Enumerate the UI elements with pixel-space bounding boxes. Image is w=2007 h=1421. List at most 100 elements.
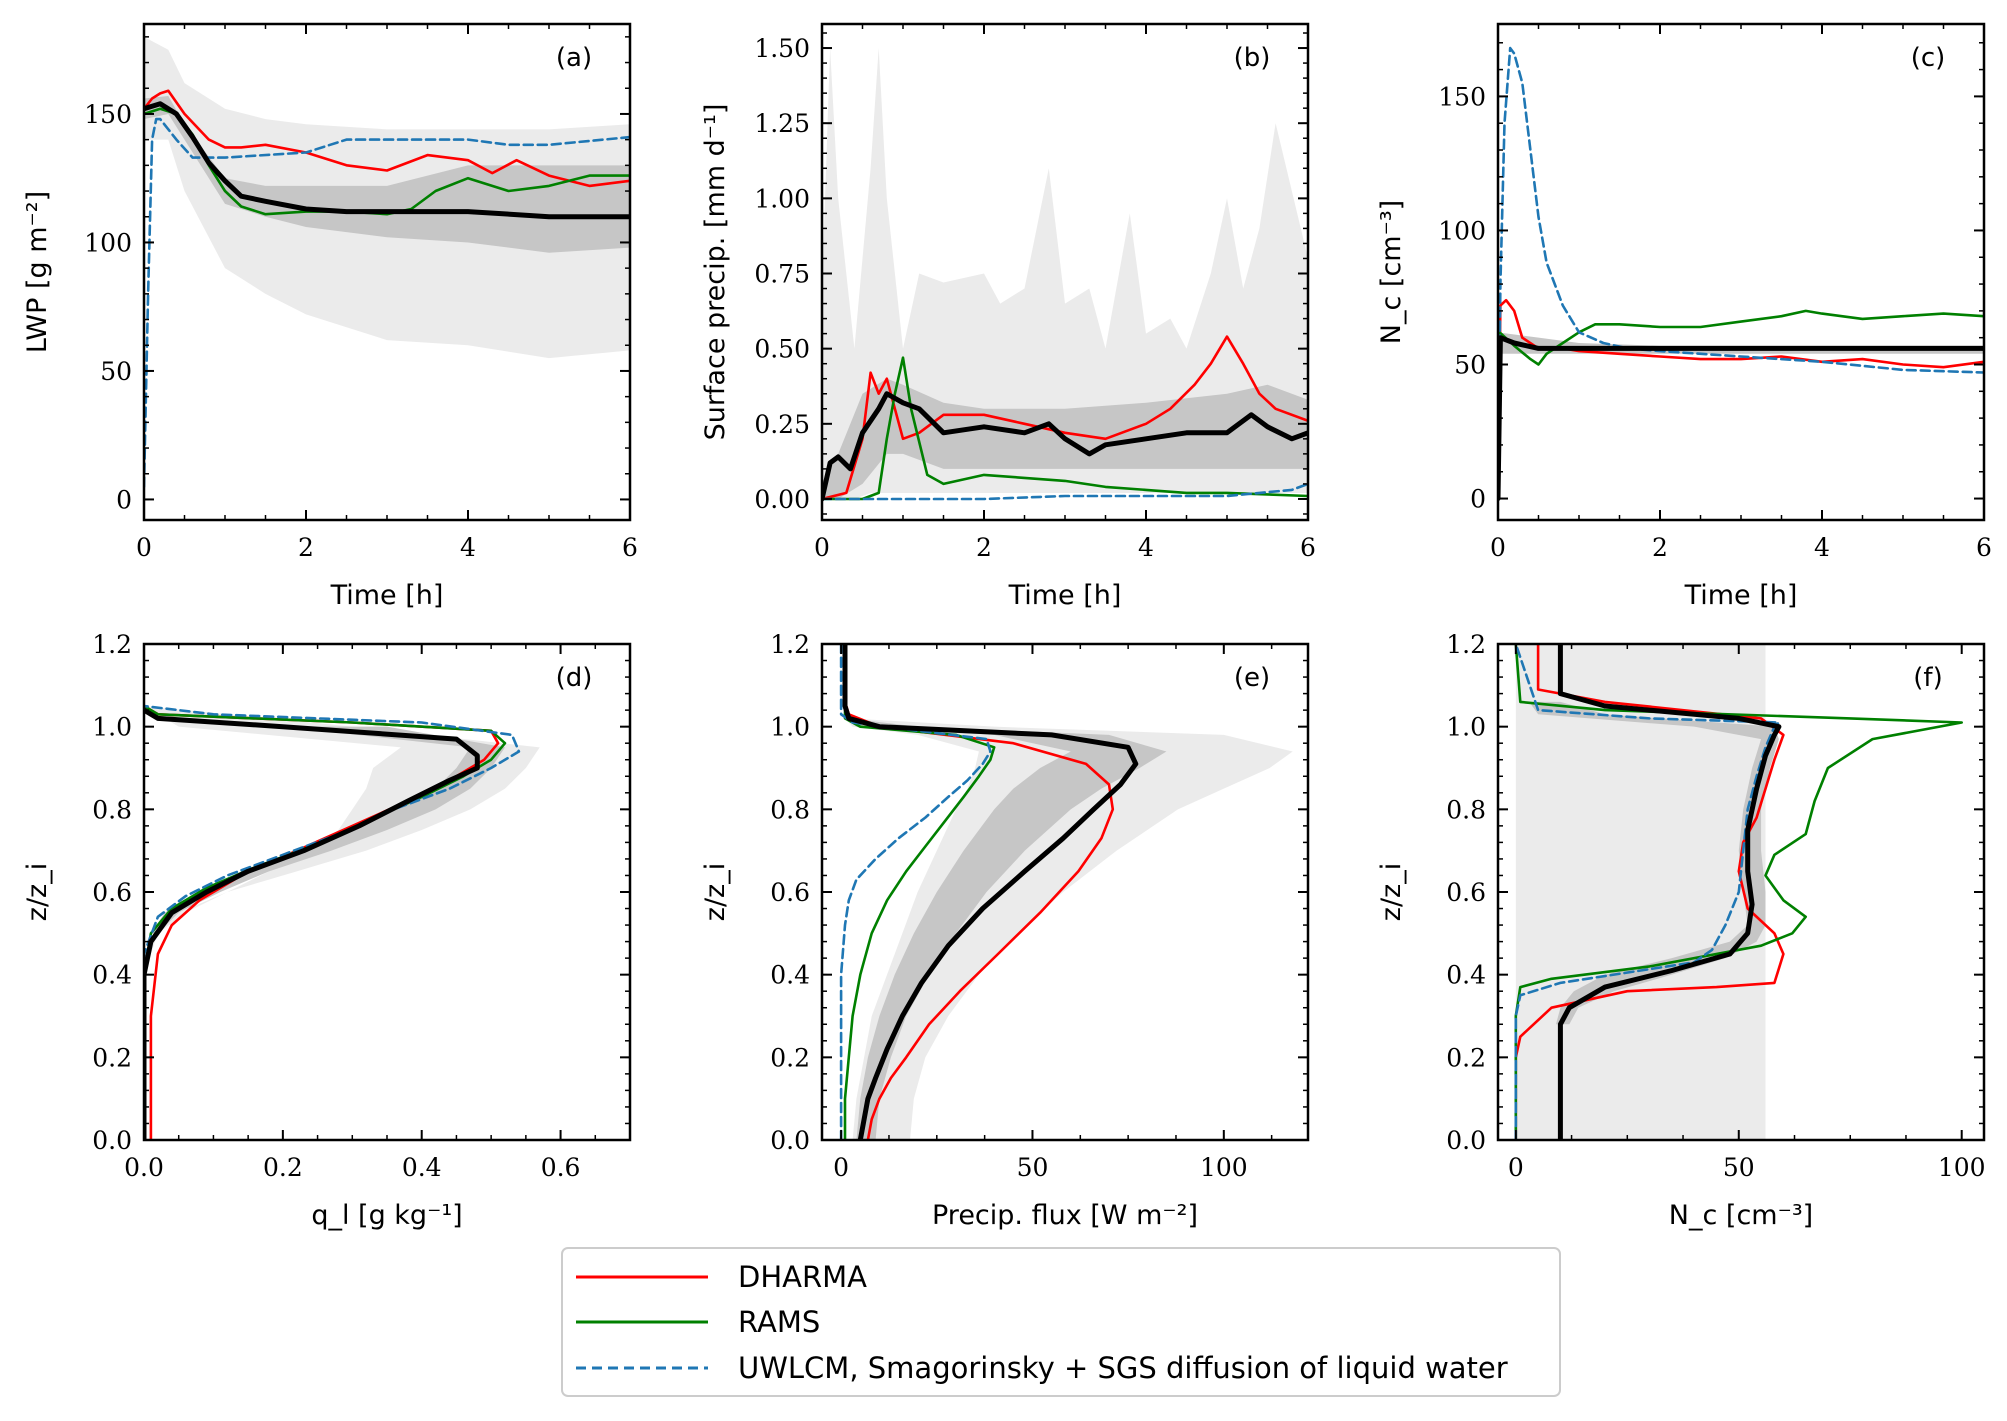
y-tick-label-a: 150 bbox=[84, 100, 132, 129]
x-tick-label-d: 0.0 bbox=[124, 1153, 164, 1182]
panel-label-a: (a) bbox=[556, 43, 592, 73]
y-tick-label-e: 1.2 bbox=[770, 630, 810, 659]
panel-f: 0 50 100 0.0 0.2 0.4 0.6 0.8 1.0 1.2 (f) N_c [cm⁻³]… bbox=[1376, 630, 1986, 1231]
x-tick-label-a: 2 bbox=[298, 533, 314, 562]
x-tick-label-b: 2 bbox=[976, 533, 992, 562]
y-tick-label-e: 0.4 bbox=[770, 961, 810, 990]
figure-canvas: 0 2 4 6050100150(a)Time [h]LWP [g m⁻²]0 2 4 60… bbox=[0, 0, 2007, 1421]
x-tick-label-e: 100 bbox=[1200, 1153, 1248, 1182]
y-tick-label-a: 0 bbox=[116, 485, 132, 514]
y-tick-label-d: 1.2 bbox=[92, 630, 132, 659]
plot-area-b bbox=[822, 48, 1308, 499]
y-tick-label-f: 0.8 bbox=[1446, 795, 1486, 824]
x-tick-label-d: 0.4 bbox=[402, 1153, 442, 1182]
y-tick-label-f: 0.0 bbox=[1446, 1126, 1486, 1155]
y-tick-label-b: 0.00 bbox=[754, 485, 810, 514]
y-tick-label-f: 0.6 bbox=[1446, 878, 1486, 907]
panel-d: 0.0 0.2 0.4 0.6 0.0 0.2 0.4 0.6 0.8 1.0 1.2 (d) q_l … bbox=[22, 630, 630, 1231]
y-tick-label-d: 0.8 bbox=[92, 795, 132, 824]
x-tick-label-f: 50 bbox=[1723, 1153, 1755, 1182]
series-dharma-c bbox=[1498, 300, 1984, 498]
plot-area-a bbox=[144, 37, 630, 487]
x-tick-label-b: 0 bbox=[814, 533, 830, 562]
x-tick-label-b: 6 bbox=[1300, 533, 1316, 562]
y-tick-label-e: 0.2 bbox=[770, 1043, 810, 1072]
y-axis-label-d: z/z_i bbox=[22, 863, 53, 921]
y-tick-label-b: 0.50 bbox=[754, 335, 810, 364]
y-tick-label-e: 0.8 bbox=[770, 795, 810, 824]
y-tick-label-f: 1.2 bbox=[1446, 630, 1486, 659]
panel-e: 0 50 100 0.0 0.2 0.4 0.6 0.8 1.0 1.2 (e) Precip. fl… bbox=[700, 630, 1308, 1231]
x-tick-label-c: 4 bbox=[1814, 533, 1830, 562]
x-tick-label-a: 0 bbox=[136, 533, 152, 562]
y-tick-label-a: 100 bbox=[84, 228, 132, 257]
legend-label-rams: RAMS bbox=[738, 1305, 820, 1339]
x-tick-label-d: 0.6 bbox=[541, 1153, 581, 1182]
panel-label-d: (d) bbox=[556, 663, 593, 693]
y-tick-label-d: 0.6 bbox=[92, 878, 132, 907]
x-axis-label-b: Time [h] bbox=[1008, 580, 1122, 611]
x-tick-label-f: 0 bbox=[1508, 1153, 1524, 1182]
y-tick-label-b: 1.25 bbox=[754, 109, 810, 138]
legend-label-uwlcm: UWLCM, Smagorinsky + SGS diffusion of li… bbox=[738, 1351, 1508, 1385]
x-tick-label-e: 0 bbox=[833, 1153, 849, 1182]
panel-b: 0 2 4 6 0.00 0.25 0.50 0.75 1.00 1.25 1.50 (b) Time … bbox=[700, 24, 1316, 611]
figure: 0 2 4 6 0 50 100 150 (a) Time [h] LWP [g m⁻²] 0 2 4 6 0… bbox=[0, 0, 2007, 1421]
x-tick-label-c: 6 bbox=[1976, 533, 1992, 562]
y-axis-label-b: Surface precip. [mm d⁻¹] bbox=[700, 104, 731, 441]
panel-label-b: (b) bbox=[1234, 43, 1271, 73]
x-axis-label-e: Precip. flux [W m⁻²] bbox=[932, 1200, 1198, 1231]
y-tick-label-c: 0 bbox=[1470, 485, 1486, 514]
y-axis-label-e: z/z_i bbox=[700, 863, 731, 921]
axes-frame-c bbox=[1498, 24, 1984, 520]
x-tick-label-a: 4 bbox=[460, 533, 476, 562]
plot-area-e bbox=[841, 644, 1293, 1140]
panel-label-f: (f) bbox=[1913, 663, 1942, 693]
plot-area-c bbox=[1498, 48, 1984, 499]
series-ensemble-c bbox=[1498, 338, 1984, 499]
series-uwlcm-c bbox=[1498, 48, 1984, 499]
y-tick-label-e: 0.0 bbox=[770, 1126, 810, 1155]
x-tick-label-c: 0 bbox=[1490, 533, 1506, 562]
panel-c: 0 2 4 6 0 50 100 150 (c) Time [h] N_c [cm⁻³] bbox=[1376, 24, 1992, 611]
x-axis-label-f: N_c [cm⁻³] bbox=[1669, 1200, 1813, 1231]
x-axis-label-a: Time [h] bbox=[330, 580, 444, 611]
legend: DHARMA RAMS UWLCM, Smagorinsky + SGS dif… bbox=[562, 1248, 1560, 1396]
x-axis-label-c: Time [h] bbox=[1684, 580, 1798, 611]
y-axis-label-a: LWP [g m⁻²] bbox=[22, 191, 53, 353]
y-tick-label-f: 0.2 bbox=[1446, 1043, 1486, 1072]
y-tick-label-d: 0.4 bbox=[92, 961, 132, 990]
x-tick-label-b: 4 bbox=[1138, 533, 1154, 562]
x-tick-label-a: 6 bbox=[622, 533, 638, 562]
y-tick-label-d: 1.0 bbox=[92, 713, 132, 742]
plot-area-f bbox=[1516, 644, 1962, 1140]
panel-a: 0 2 4 6 0 50 100 150 (a) Time [h] LWP [g m⁻²] bbox=[22, 24, 638, 611]
x-axis-label-d: q_l [g kg⁻¹] bbox=[311, 1200, 462, 1231]
y-tick-label-c: 150 bbox=[1438, 82, 1486, 111]
x-tick-label-c: 2 bbox=[1652, 533, 1668, 562]
panel-label-e: (e) bbox=[1234, 663, 1270, 693]
plot-area-d bbox=[144, 706, 540, 1140]
y-tick-label-b: 0.25 bbox=[754, 410, 810, 439]
panel-label-c: (c) bbox=[1911, 43, 1946, 73]
y-tick-label-b: 1.00 bbox=[754, 184, 810, 213]
y-tick-label-c: 100 bbox=[1438, 216, 1486, 245]
y-tick-label-b: 0.75 bbox=[754, 260, 810, 289]
y-axis-label-f: z/z_i bbox=[1376, 863, 1407, 921]
y-tick-label-d: 0.0 bbox=[92, 1126, 132, 1155]
y-tick-label-e: 1.0 bbox=[770, 713, 810, 742]
y-tick-label-e: 0.6 bbox=[770, 878, 810, 907]
y-tick-label-b: 1.50 bbox=[754, 34, 810, 63]
series-rams-c bbox=[1498, 311, 1984, 499]
y-tick-label-f: 0.4 bbox=[1446, 961, 1486, 990]
y-tick-label-d: 0.2 bbox=[92, 1043, 132, 1072]
x-tick-label-d: 0.2 bbox=[263, 1153, 303, 1182]
y-tick-label-f: 1.0 bbox=[1446, 713, 1486, 742]
legend-label-dharma: DHARMA bbox=[738, 1260, 867, 1294]
y-axis-label-c: N_c [cm⁻³] bbox=[1376, 200, 1407, 344]
x-tick-label-f: 100 bbox=[1938, 1153, 1986, 1182]
y-tick-label-a: 50 bbox=[100, 357, 132, 386]
y-tick-label-c: 50 bbox=[1454, 350, 1486, 379]
x-tick-label-e: 50 bbox=[1017, 1153, 1049, 1182]
